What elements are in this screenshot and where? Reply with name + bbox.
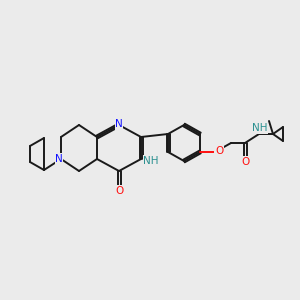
Text: O: O [241,157,249,167]
Text: O: O [215,146,223,156]
Text: N: N [115,119,123,129]
Text: NH: NH [143,156,159,166]
Text: O: O [115,186,123,196]
Text: N: N [55,154,63,164]
Text: NH: NH [252,123,268,133]
